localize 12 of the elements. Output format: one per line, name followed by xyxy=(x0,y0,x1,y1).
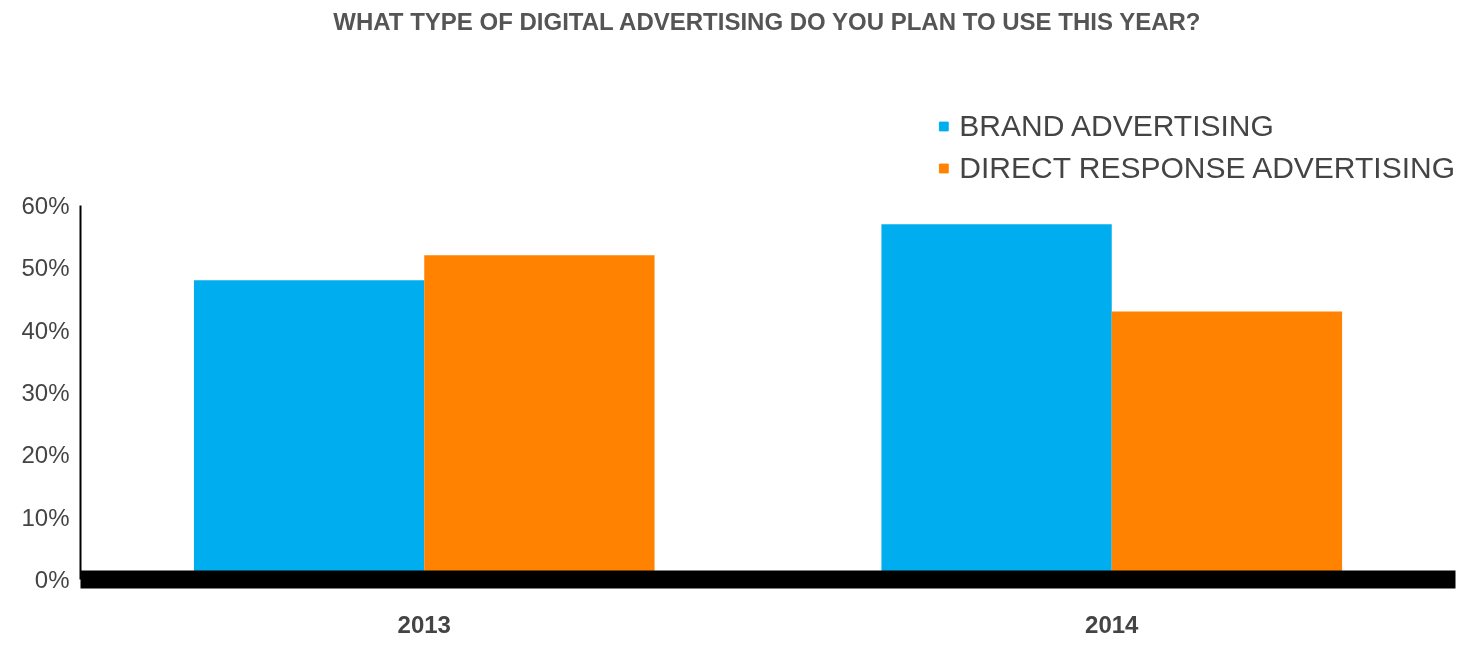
y-tick-label: 60% xyxy=(21,192,70,219)
x-tick-label: 2014 xyxy=(1085,610,1140,638)
legend-label: BRAND ADVERTISING xyxy=(959,109,1274,143)
legend-label: DIRECT RESPONSE ADVERTISING xyxy=(959,151,1455,185)
y-tick-label: 50% xyxy=(21,254,70,282)
y-tick-label: 0% xyxy=(34,566,70,593)
y-tick-label: 20% xyxy=(21,441,70,469)
y-tick-label: 40% xyxy=(21,316,70,344)
x-tick-label: 2013 xyxy=(397,610,451,638)
y-tick-label: 30% xyxy=(21,379,70,406)
chart-title: WHAT TYPE OF DIGITAL ADVERTISING DO YOU PLAN TO USE THIS YEAR? xyxy=(333,7,1201,35)
y-tick-label: 10% xyxy=(21,503,70,531)
